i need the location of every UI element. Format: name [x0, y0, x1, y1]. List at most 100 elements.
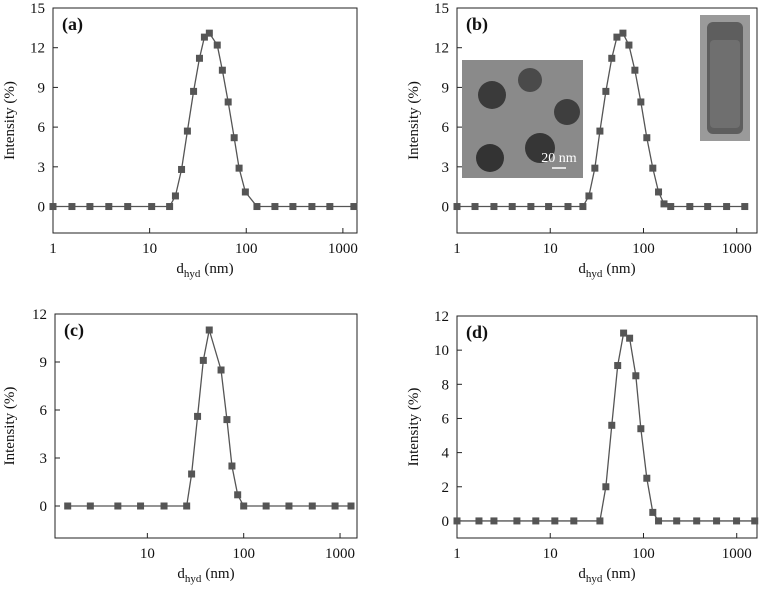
y-tick-label: 10 [434, 343, 449, 359]
x-axis-label: dhyd (nm) [578, 566, 635, 585]
data-marker [613, 33, 621, 41]
data-marker [649, 164, 657, 172]
data-marker [585, 192, 593, 200]
data-marker [626, 334, 634, 342]
plot-frame [52, 7, 358, 234]
x-label-subscript: hyd [185, 573, 202, 585]
data-marker [166, 203, 174, 211]
data-marker [551, 517, 559, 525]
data-marker [190, 87, 198, 95]
panel-label: (b) [466, 14, 488, 35]
data-marker [218, 66, 226, 74]
x-axis-label: dhyd (nm) [176, 261, 233, 280]
data-marker [513, 517, 521, 525]
x-tick-label: 100 [235, 241, 258, 257]
x-label-main: d [176, 261, 184, 277]
x-label-main: d [177, 566, 185, 582]
data-marker [686, 203, 694, 211]
data-marker [137, 502, 145, 510]
data-marker [217, 366, 225, 374]
data-marker [195, 54, 203, 62]
data-marker [224, 98, 232, 106]
data-marker [591, 164, 599, 172]
y-tick-label: 12 [30, 41, 45, 57]
data-marker [471, 203, 479, 211]
particle [518, 68, 542, 92]
data-marker [625, 41, 633, 49]
data-marker [49, 203, 57, 211]
data-marker [704, 203, 712, 211]
data-marker [241, 188, 249, 196]
data-marker [453, 203, 461, 211]
x-tick-label: 1 [49, 241, 57, 257]
data-marker [234, 491, 242, 499]
y-tick-label: 6 [40, 403, 48, 419]
x-label-unit: (nm) [204, 261, 233, 277]
panel-label: (a) [62, 14, 83, 35]
y-tick-label: 3 [40, 451, 48, 467]
x-tick-label: 1000 [325, 546, 355, 562]
data-marker [262, 502, 270, 510]
data-marker [199, 356, 207, 364]
data-marker [64, 502, 72, 510]
x-tick-label: 100 [632, 546, 655, 562]
y-tick-label: 6 [442, 411, 450, 427]
data-marker [619, 29, 627, 37]
data-marker [350, 203, 358, 211]
data-marker [271, 203, 279, 211]
x-label-subscript: hyd [586, 573, 603, 585]
panel: 0 2 4 6 8 10 12 1 10 100 1000 dhyd (nm) Intensity (%)… [406, 309, 759, 585]
y-tick-label: 9 [442, 80, 450, 96]
y-tick-label: 12 [434, 41, 449, 57]
data-marker [171, 192, 179, 200]
x-tick-label: 1000 [328, 241, 358, 257]
data-marker [194, 412, 202, 420]
tem-inset: 20 nm [462, 60, 583, 178]
data-marker [183, 127, 191, 135]
data-marker [347, 502, 355, 510]
y-tick-label: 2 [442, 480, 450, 496]
data-marker [643, 134, 651, 142]
y-tick-label: 15 [30, 1, 45, 17]
particle [554, 99, 580, 125]
data-marker [508, 203, 516, 211]
x-label-main: d [578, 261, 586, 277]
data-marker [331, 502, 339, 510]
panel: 0 3 6 9 12 15 1 10 100 1000 dhyd (nm) Intensity (%) (… [2, 1, 358, 280]
y-axis-label: Intensity (%) [2, 387, 18, 466]
y-tick-label: 6 [38, 120, 46, 136]
data-marker [308, 502, 316, 510]
data-marker [602, 483, 610, 491]
data-marker [570, 517, 578, 525]
data-marker [253, 203, 261, 211]
panel: 0 3 6 9 12 15 1 10 100 1000 dhyd (nm) Intensity (%) (… [406, 1, 758, 280]
data-marker [637, 425, 645, 433]
data-line [67, 329, 352, 507]
data-marker [614, 362, 622, 370]
particle [478, 81, 506, 109]
panel-label: (d) [466, 322, 488, 343]
y-tick-label: 12 [32, 307, 47, 323]
data-marker [114, 502, 122, 510]
panel: 0 3 6 9 12 10 100 1000 dhyd (nm) Intensity (%) (c) [2, 307, 358, 585]
x-label-unit: (nm) [606, 566, 635, 582]
x-axis-label: dhyd (nm) [578, 261, 635, 280]
x-tick-label: 100 [632, 241, 655, 257]
data-marker [579, 203, 587, 211]
x-tick-label: 1 [453, 546, 461, 562]
data-marker [188, 470, 196, 478]
data-marker [655, 517, 663, 525]
data-line [53, 32, 354, 208]
y-tick-label: 0 [38, 200, 46, 216]
y-tick-label: 9 [40, 355, 48, 371]
data-marker [596, 517, 604, 525]
plot-frame [456, 315, 758, 539]
data-marker [289, 203, 297, 211]
data-marker [475, 517, 483, 525]
data-marker [620, 329, 628, 337]
y-tick-label: 3 [442, 160, 450, 176]
data-marker [228, 462, 236, 470]
data-marker [596, 127, 604, 135]
data-marker [545, 203, 553, 211]
